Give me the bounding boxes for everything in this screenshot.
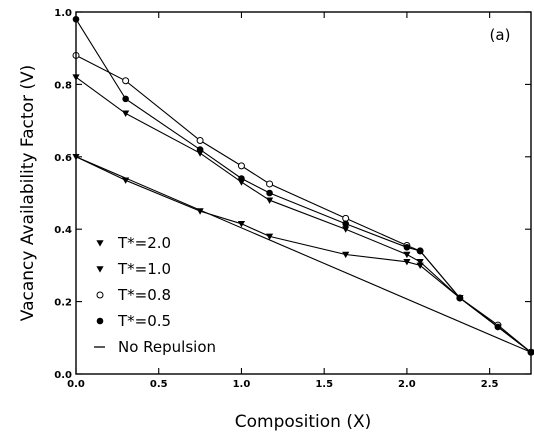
legend-label: T*=2.0	[117, 234, 171, 252]
plot-frame	[75, 11, 532, 375]
x-tick-label: 2.5	[481, 379, 499, 390]
data-point	[403, 244, 411, 251]
series-group	[72, 15, 534, 356]
series-line-2	[75, 54, 532, 353]
data-point	[266, 189, 273, 197]
legend-marker	[96, 291, 104, 299]
data-point	[237, 220, 246, 228]
data-point	[238, 175, 245, 182]
data-point	[494, 323, 502, 331]
y-tick-label: 0.6	[54, 153, 72, 164]
data-point	[403, 251, 411, 259]
data-point	[265, 233, 274, 241]
x-axis-label: Composition (X)	[235, 412, 371, 432]
data-point	[403, 258, 411, 266]
data-point	[265, 197, 274, 204]
data-point	[456, 294, 464, 302]
x-tick-label: 0.0	[67, 379, 85, 390]
data-point	[122, 110, 130, 117]
data-point	[196, 137, 204, 145]
y-tick-label: 1.0	[54, 8, 72, 19]
data-point	[342, 214, 350, 222]
y-tick-label: 0.0	[54, 370, 72, 381]
y-tick-label: 0.4	[54, 225, 72, 236]
x-tick-label: 1.5	[315, 379, 333, 390]
legend: T*=2.0 T*=1.0 T*=0.8 T*=0.5 No Repulsion	[94, 234, 216, 356]
data-point	[416, 258, 424, 266]
data-point	[342, 220, 349, 228]
legend-marker	[96, 266, 104, 273]
panel-label: (a)	[490, 26, 511, 44]
data-point	[342, 251, 350, 259]
legend-marker	[96, 240, 104, 247]
ticks-group: 0.0 0.5 1.0 1.5 2.0 2.5 0.0 0.2 0.4 0.6 0.8 1.0	[54, 8, 531, 390]
x-tick-label: 0.5	[150, 379, 168, 390]
data-point	[266, 180, 274, 188]
y-tick-label: 0.2	[54, 298, 72, 309]
y-axis-label: Vacancy Availability Factor (V)	[18, 65, 38, 321]
legend-label: T*=0.5	[117, 312, 171, 330]
y-tick-label: 0.8	[54, 80, 72, 91]
legend-label: No Repulsion	[118, 338, 216, 356]
data-point	[122, 95, 129, 103]
x-tick-label: 1.0	[233, 379, 251, 390]
series-line-4	[75, 156, 532, 353]
legend-label: T*=1.0	[117, 260, 171, 278]
data-point	[196, 146, 204, 153]
data-point	[342, 226, 350, 233]
legend-marker	[96, 317, 104, 325]
x-tick-label: 2.0	[398, 379, 416, 390]
data-point	[237, 162, 245, 170]
data-point	[122, 77, 130, 85]
data-point	[416, 247, 424, 255]
legend-label: T*=0.8	[117, 286, 171, 304]
